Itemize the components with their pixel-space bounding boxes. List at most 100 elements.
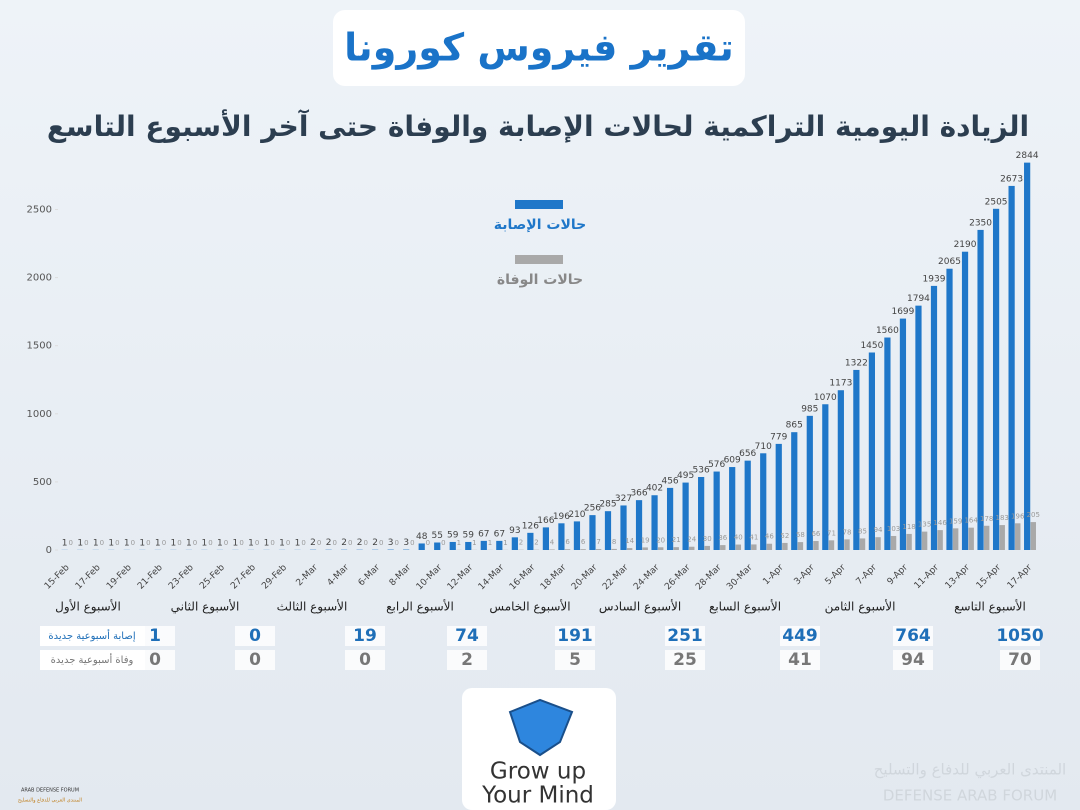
- data-label: 0: [270, 539, 274, 547]
- bar: [434, 542, 441, 550]
- cell-box: [1000, 626, 1040, 646]
- bar: [983, 525, 990, 550]
- data-label: 1: [62, 538, 68, 548]
- data-label: 6: [581, 538, 586, 546]
- bar: [744, 460, 751, 550]
- data-label: 164: [964, 517, 978, 525]
- data-label: 41: [749, 533, 758, 541]
- y-tick-label: 1000: [27, 409, 52, 420]
- data-label: 67: [478, 529, 489, 539]
- bar: [791, 432, 798, 550]
- week-label: الأسبوع الثاني: [171, 599, 240, 615]
- data-label: 159: [949, 517, 962, 525]
- bar: [822, 404, 829, 550]
- bar: [890, 535, 897, 550]
- bar: [884, 337, 891, 550]
- data-label: 205: [1027, 511, 1040, 519]
- bar: [766, 543, 773, 550]
- data-label: 0: [395, 539, 399, 547]
- bar: [589, 515, 596, 550]
- data-label: 0: [426, 539, 430, 547]
- bar: [899, 318, 907, 550]
- data-label: 0: [332, 539, 336, 547]
- data-label: 0: [162, 539, 166, 547]
- cell-box: [555, 650, 595, 670]
- cell-value: 5: [569, 650, 581, 670]
- bar: [844, 539, 850, 550]
- data-label: 20: [656, 536, 665, 544]
- cell-value: 2: [461, 650, 473, 670]
- data-label: 1: [77, 538, 83, 548]
- data-label: 3: [388, 538, 394, 548]
- bar: [611, 548, 617, 550]
- bar: [595, 549, 602, 550]
- bar: [797, 542, 804, 550]
- data-label: 710: [755, 442, 772, 452]
- cell-box: [555, 626, 595, 646]
- bar: [573, 521, 581, 550]
- data-label: 0: [317, 539, 321, 547]
- data-label: 36: [718, 534, 727, 542]
- bar: [868, 352, 875, 550]
- bar: [642, 547, 648, 550]
- cell-value: 74: [455, 626, 479, 646]
- data-label: 21: [672, 536, 681, 544]
- cell-box: [345, 626, 385, 646]
- week-label: الأسبوع الخامس: [489, 599, 570, 615]
- data-label: 52: [780, 532, 789, 540]
- bar: [751, 544, 757, 550]
- bar: [604, 511, 612, 550]
- cell-box: [235, 626, 275, 646]
- cell-value: 191: [557, 626, 593, 646]
- bar: [564, 549, 571, 550]
- bar: [657, 547, 664, 550]
- bar: [713, 471, 720, 550]
- cell-value: 0: [149, 650, 161, 670]
- cell-box: [780, 650, 820, 670]
- data-label: 985: [801, 404, 818, 414]
- bar: [946, 268, 953, 550]
- data-label: 30: [703, 535, 712, 543]
- data-label: 0: [286, 539, 290, 547]
- bar: [992, 208, 1000, 550]
- data-label: 1: [503, 539, 507, 547]
- y-tick-label: 0: [46, 545, 52, 556]
- cell-box: [345, 650, 385, 670]
- data-label: 46: [765, 533, 774, 541]
- data-label: 166: [537, 516, 554, 526]
- data-label: 2: [357, 538, 363, 548]
- data-label: 48: [416, 532, 428, 542]
- data-label: 40: [734, 534, 743, 542]
- cell-value: 70: [1008, 650, 1032, 670]
- cell-value: 764: [895, 626, 931, 646]
- bar: [760, 453, 767, 550]
- data-label: 0: [84, 539, 88, 547]
- legend-label: حالات الوفاة: [497, 272, 583, 288]
- row-label-box: [40, 650, 145, 670]
- bar: [1030, 522, 1036, 550]
- bar: [775, 443, 782, 550]
- data-label: 327: [615, 494, 632, 504]
- title-box: [333, 10, 745, 86]
- week-label: الأسبوع الرابع: [386, 599, 454, 615]
- y-tick-label: 2500: [27, 204, 52, 215]
- data-label: 0: [441, 539, 445, 547]
- data-label: 1: [217, 538, 223, 548]
- data-label: 456: [661, 476, 678, 486]
- cell-box: [893, 626, 933, 646]
- cell-value: 41: [788, 650, 812, 670]
- data-label: 4: [550, 538, 555, 546]
- data-label: 1: [170, 538, 176, 548]
- data-label: 2: [519, 539, 523, 547]
- bar: [626, 548, 633, 550]
- bar: [968, 527, 974, 550]
- data-label: 536: [693, 465, 710, 475]
- data-label: 1699: [891, 307, 914, 317]
- cell-value: 25: [673, 650, 697, 670]
- data-label: 1070: [814, 393, 837, 403]
- data-label: 1: [264, 538, 270, 548]
- legend-swatch: [515, 255, 563, 264]
- y-tick-label: 500: [33, 477, 52, 488]
- data-label: 19: [641, 536, 650, 544]
- data-label: 118: [902, 523, 915, 531]
